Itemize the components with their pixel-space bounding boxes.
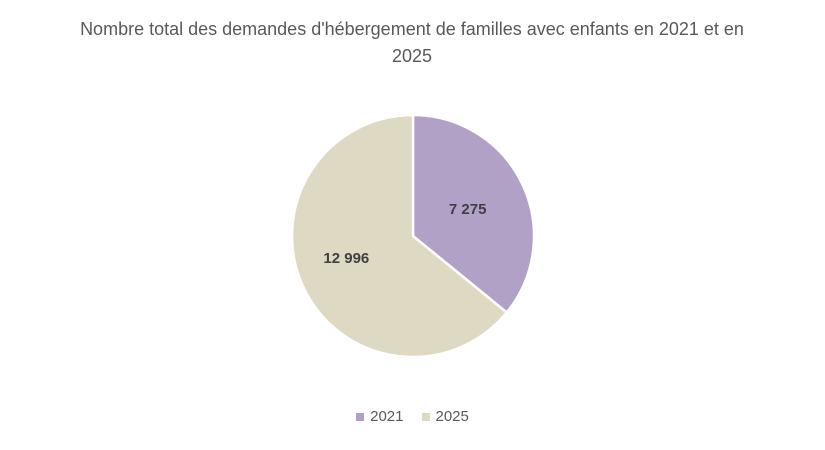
data-label-2025: 12 996 [323, 250, 369, 267]
pie-data-labels: 7 275 12 996 [323, 201, 486, 267]
legend-swatch-2025 [421, 412, 430, 421]
legend-label-2025: 2025 [435, 408, 469, 425]
pie-slice-2025[interactable] [290, 113, 509, 359]
data-label-2021: 7 275 [449, 201, 487, 218]
pie-slices [290, 113, 536, 359]
legend-swatch-2021 [356, 412, 365, 421]
legend-label-2021: 2021 [370, 408, 404, 425]
chart-title: Nombre total des demandes d'hébergement … [80, 19, 744, 66]
legend-item-2021[interactable]: 2021 [356, 408, 404, 425]
pie-slice-2021[interactable] [411, 113, 536, 314]
legend-item-2025[interactable]: 2025 [421, 408, 469, 425]
chart-legend: 2021 2025 [0, 408, 825, 425]
